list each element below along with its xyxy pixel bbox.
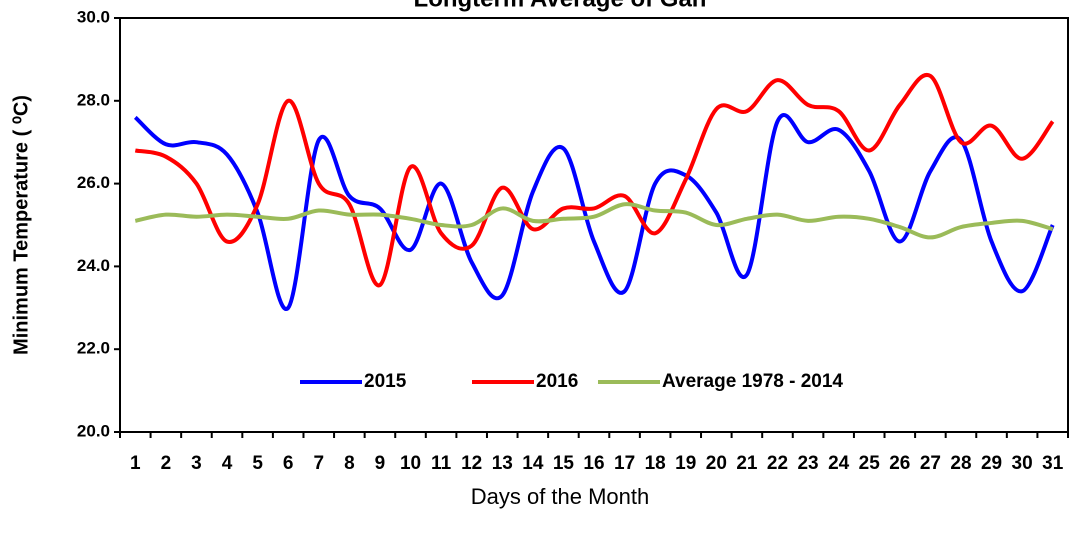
x-tick-label: 8: [344, 453, 355, 474]
x-tick-label: 20: [706, 453, 727, 474]
x-tick-label: 13: [492, 453, 513, 474]
series-line: [134, 202, 1054, 240]
x-tick-label: 4: [222, 453, 233, 474]
y-tick-label: 30.0: [77, 7, 110, 26]
x-tick-label: 6: [283, 453, 294, 474]
y-tick-label: 28.0: [77, 90, 110, 109]
x-tick-label: 5: [252, 453, 263, 474]
x-tick-label: 29: [981, 453, 1002, 474]
legend-label: 2015: [364, 371, 407, 392]
x-tick-label: 17: [614, 453, 635, 474]
y-tick-label: 24.0: [77, 256, 110, 275]
x-tick-label: 9: [375, 453, 386, 474]
x-tick-label: 2: [161, 453, 172, 474]
x-tick-label: 24: [828, 453, 850, 474]
x-tick-label: 11: [431, 453, 452, 474]
x-tick-label: 12: [461, 453, 482, 474]
legend-label: 2016: [536, 371, 578, 392]
x-tick-label: 27: [920, 453, 941, 474]
x-axis-label: Days of the Month: [471, 484, 650, 509]
x-tick-label: 15: [553, 453, 575, 474]
x-tick-label: 28: [950, 453, 971, 474]
series-line: [133, 113, 1055, 311]
x-tick-label: 22: [767, 453, 788, 474]
plot-area: [119, 17, 1069, 433]
x-tick-label: 23: [797, 453, 818, 474]
series-line: [134, 72, 1055, 288]
x-tick-label: 18: [645, 453, 666, 474]
x-tick-label: 1: [130, 453, 141, 474]
x-tick-label: 16: [583, 453, 604, 474]
x-tick-label: 14: [522, 453, 544, 474]
x-tick-label: 30: [1012, 453, 1033, 474]
x-tick-label: 7: [313, 453, 324, 474]
x-tick-label: 19: [675, 453, 696, 474]
y-tick-label: 22.0: [77, 339, 110, 358]
x-tick-label: 31: [1042, 453, 1064, 474]
y-axis-label: Minimum Temperature ( ⁰C): [10, 95, 32, 355]
y-tick-label: 20.0: [77, 421, 110, 440]
y-tick-label: 26.0: [77, 173, 110, 192]
x-tick-label: 10: [400, 453, 421, 474]
x-tick-label: 25: [859, 453, 881, 474]
legend-label: Average 1978 - 2014: [662, 371, 843, 392]
x-tick-label: 3: [191, 453, 202, 474]
x-tick-label: 21: [736, 453, 758, 474]
chart-title: Longterm Average of Gan: [414, 0, 707, 12]
x-tick-label: 26: [889, 453, 910, 474]
